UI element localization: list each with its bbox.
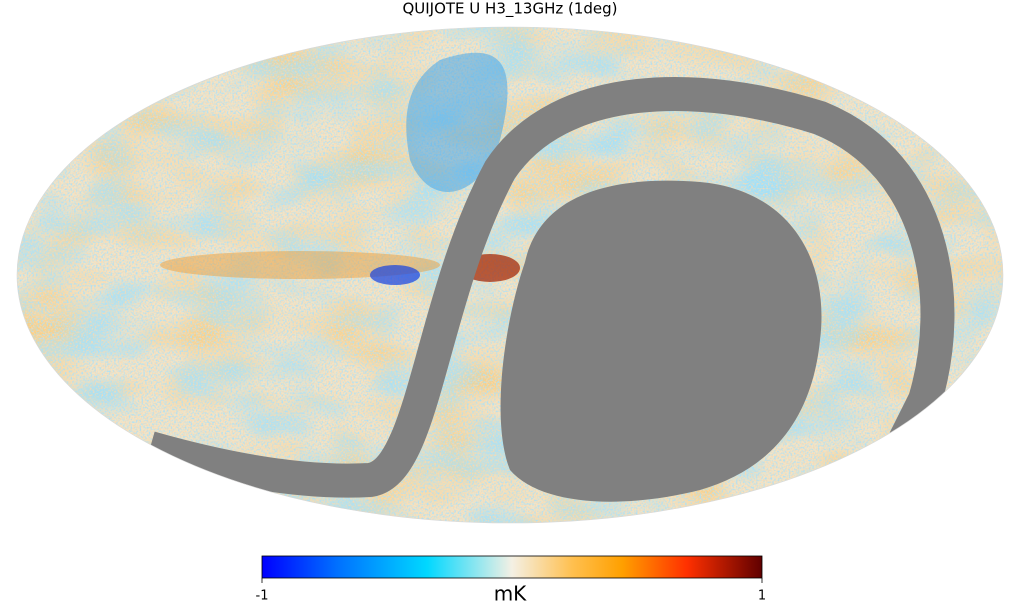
- map-title: QUIJOTE U H3_13GHz (1deg): [402, 0, 617, 19]
- colorbar-ticks: -1 1: [256, 578, 766, 604]
- map-outline: [16, 26, 1004, 524]
- colorbar-tick-label: 1: [758, 589, 766, 604]
- colorbar: [261, 555, 763, 579]
- sky-map: [17, 27, 1003, 523]
- colorbar-label: mK: [494, 582, 527, 606]
- colorbar-tick-label: -1: [256, 589, 269, 604]
